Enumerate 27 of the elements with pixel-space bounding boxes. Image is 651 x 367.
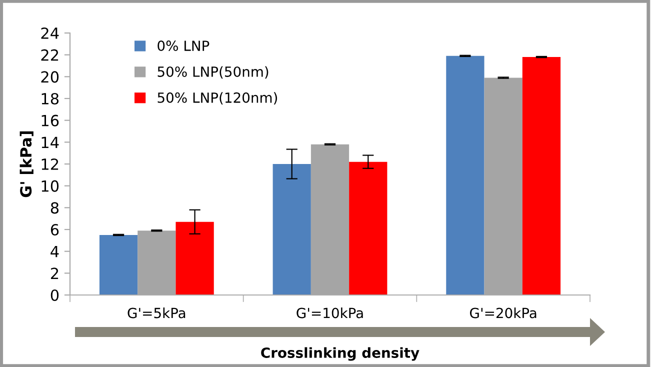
x-tick-label: G'=10kPa — [296, 308, 363, 318]
y-tick-label: 24 — [41, 27, 59, 39]
y-tick-label: 14 — [42, 136, 59, 148]
y-tick-label: 10 — [42, 180, 59, 192]
x-tick-label: G'=20kPa — [470, 308, 536, 318]
y-tick-label: 22 — [41, 49, 58, 61]
y-tick-label: 18 — [42, 92, 59, 105]
legend-label: 0% LNP — [158, 40, 210, 52]
y-tick-label: 20 — [41, 71, 59, 83]
bar — [349, 162, 388, 295]
x-axis-title: Crosslinking density — [261, 347, 420, 361]
y-axis-title: G' [kPa] — [20, 131, 34, 198]
y-tick-label: 12 — [42, 158, 58, 170]
y-tick-label: 0 — [50, 289, 59, 302]
bar — [446, 56, 484, 295]
y-tick-label: 8 — [50, 202, 59, 214]
bar — [522, 57, 561, 295]
bar — [176, 222, 214, 295]
y-tick-label: 16 — [42, 114, 59, 126]
y-tick-label: 4 — [50, 246, 59, 258]
x-tick-label: G'=5kPa — [128, 308, 186, 318]
y-tick-label: 2 — [50, 268, 58, 279]
bar — [272, 164, 311, 295]
y-tick-label: 6 — [50, 224, 59, 236]
bar — [99, 234, 138, 295]
legend-label: 50% LNP(120nm) — [158, 92, 277, 105]
legend-label: 50% LNP(50nm) — [158, 66, 268, 79]
